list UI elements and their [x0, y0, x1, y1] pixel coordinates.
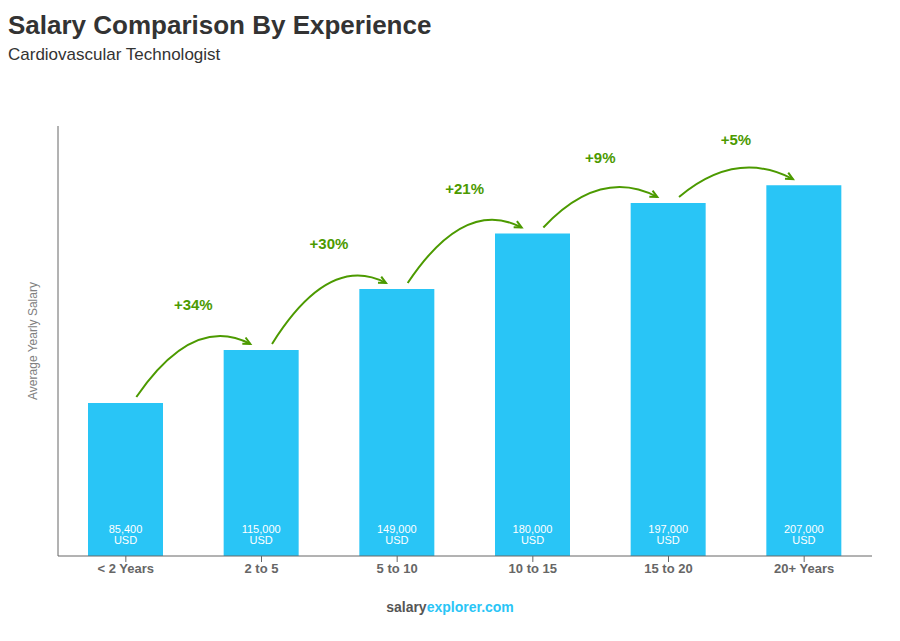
svg-text:+21%: +21% — [445, 180, 484, 197]
svg-text:5 to 10: 5 to 10 — [377, 561, 418, 576]
svg-text:180,000USD: 180,000USD — [513, 523, 553, 546]
svg-text:+9%: +9% — [585, 149, 615, 166]
html-text:Salary Comparison By Experienc: Salary Comparison By Experience — [8, 10, 432, 40]
html-text:Cardiovascular Technologist: Cardiovascular Technologist — [8, 45, 221, 64]
svg-text:85,400USD: 85,400USD — [109, 523, 143, 546]
svg-text:197,000USD: 197,000USD — [648, 523, 688, 546]
html-text:salary explorer.com: salary explorer.com — [386, 599, 514, 615]
svg-text:20+ Years: 20+ Years — [774, 561, 834, 576]
svg-text:< 2 Years: < 2 Years — [98, 561, 155, 576]
svg-text:+5%: +5% — [721, 131, 751, 148]
svg-text:2 to 5: 2 to 5 — [245, 561, 279, 576]
svg-text:Average Yearly Salary: Average Yearly Salary — [26, 282, 40, 400]
svg-text:+30%: +30% — [310, 235, 349, 252]
svg-text:115,000USD: 115,000USD — [242, 523, 281, 546]
svg-text:207,000USD: 207,000USD — [784, 523, 824, 546]
svg-text:10 to 15: 10 to 15 — [509, 561, 557, 576]
svg-text:149,000USD: 149,000USD — [377, 523, 417, 546]
svg-text:15 to 20: 15 to 20 — [644, 561, 692, 576]
svg-text:+34%: +34% — [174, 296, 213, 313]
